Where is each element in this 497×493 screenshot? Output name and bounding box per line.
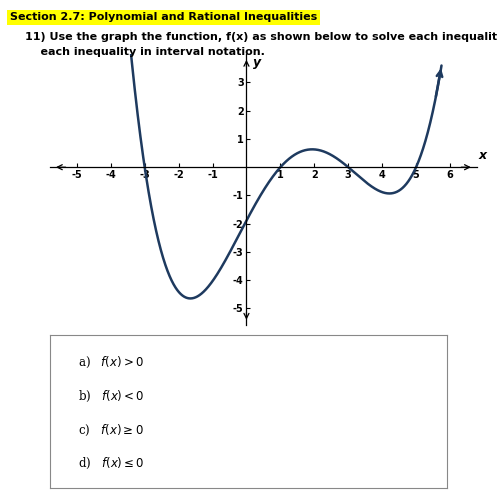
Text: x: x — [479, 149, 487, 162]
Text: each inequality in interval notation.: each inequality in interval notation. — [25, 47, 265, 57]
Text: c)   $f(x) \geq 0$: c) $f(x) \geq 0$ — [78, 423, 143, 438]
Text: y: y — [252, 56, 261, 69]
Text: 11) Use the graph the function, f(x) as shown below to solve each inequality. Wr: 11) Use the graph the function, f(x) as … — [25, 32, 497, 42]
Text: a)   $f(x) > 0$: a) $f(x) > 0$ — [78, 355, 144, 370]
Text: b)   $f(x) < 0$: b) $f(x) < 0$ — [78, 389, 144, 404]
Text: d)   $f(x) \leq 0$: d) $f(x) \leq 0$ — [78, 456, 144, 471]
Text: Section 2.7: Polynomial and Rational Inequalities: Section 2.7: Polynomial and Rational Ine… — [10, 12, 317, 22]
